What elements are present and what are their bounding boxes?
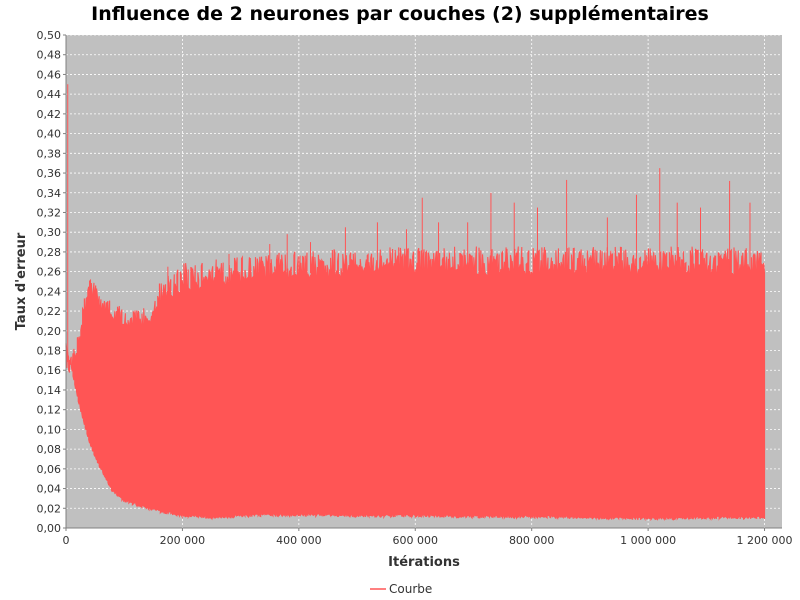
y-tick-label-16: 0,32 xyxy=(37,206,62,219)
y-tick-label-8: 0,16 xyxy=(37,364,62,377)
y-tick-label-22: 0,44 xyxy=(37,88,62,101)
chart-title: Influence de 2 neurones par couches (2) … xyxy=(91,3,709,25)
axes xyxy=(65,35,782,529)
tick-labels: 0,00 0,02 0,04 0,06 0,08 0,10 0,12 0,14 0,16 0,18… xyxy=(37,29,793,547)
y-tick-label-13: 0,26 xyxy=(37,266,62,279)
y-tick-label-23: 0,46 xyxy=(37,68,62,81)
y-tick-label-5: 0,10 xyxy=(37,423,62,436)
y-tick-label-21: 0,42 xyxy=(37,108,62,121)
y-tick-label-7: 0,14 xyxy=(37,384,62,397)
x-tick-label-0: 0 xyxy=(63,534,70,547)
x-tick-label-1: 200 000 xyxy=(160,534,206,547)
y-tick-label-14: 0,28 xyxy=(37,246,62,259)
y-tick-label-6: 0,12 xyxy=(37,404,62,417)
x-axis-label: Itérations xyxy=(388,555,460,570)
series-layer xyxy=(65,84,766,522)
x-tick-label-2: 400 000 xyxy=(276,534,322,547)
y-tick-label-10: 0,20 xyxy=(37,325,62,338)
y-tick-label-12: 0,24 xyxy=(37,285,62,298)
y-tick-label-2: 0,04 xyxy=(37,483,62,496)
y-tick-label-0: 0,00 xyxy=(37,522,62,535)
y-tick-label-17: 0,34 xyxy=(37,187,62,200)
y-axis-label: Taux d'erreur xyxy=(14,232,29,330)
y-tick-label-1: 0,02 xyxy=(37,502,62,515)
y-tick-label-18: 0,36 xyxy=(37,167,62,180)
y-tick-label-15: 0,30 xyxy=(37,226,62,239)
x-tick-label-3: 600 000 xyxy=(393,534,439,547)
y-tick-label-20: 0,40 xyxy=(37,128,62,141)
legend-label-courbe: Courbe xyxy=(389,582,432,596)
x-tick-label-5: 1 000 000 xyxy=(620,534,676,547)
y-tick-label-4: 0,08 xyxy=(37,443,62,456)
legend: Courbe xyxy=(370,582,432,596)
series-line-courbe xyxy=(65,246,766,522)
y-tick-label-9: 0,18 xyxy=(37,345,62,358)
x-tick-label-4: 800 000 xyxy=(509,534,555,547)
y-tick-label-24: 0,48 xyxy=(37,49,62,62)
y-tick-label-3: 0,06 xyxy=(37,463,62,476)
y-tick-label-25: 0,50 xyxy=(37,29,62,42)
y-tick-label-19: 0,38 xyxy=(37,147,62,160)
x-tick-label-6: 1 200 000 xyxy=(737,534,793,547)
y-tick-label-11: 0,22 xyxy=(37,305,62,318)
